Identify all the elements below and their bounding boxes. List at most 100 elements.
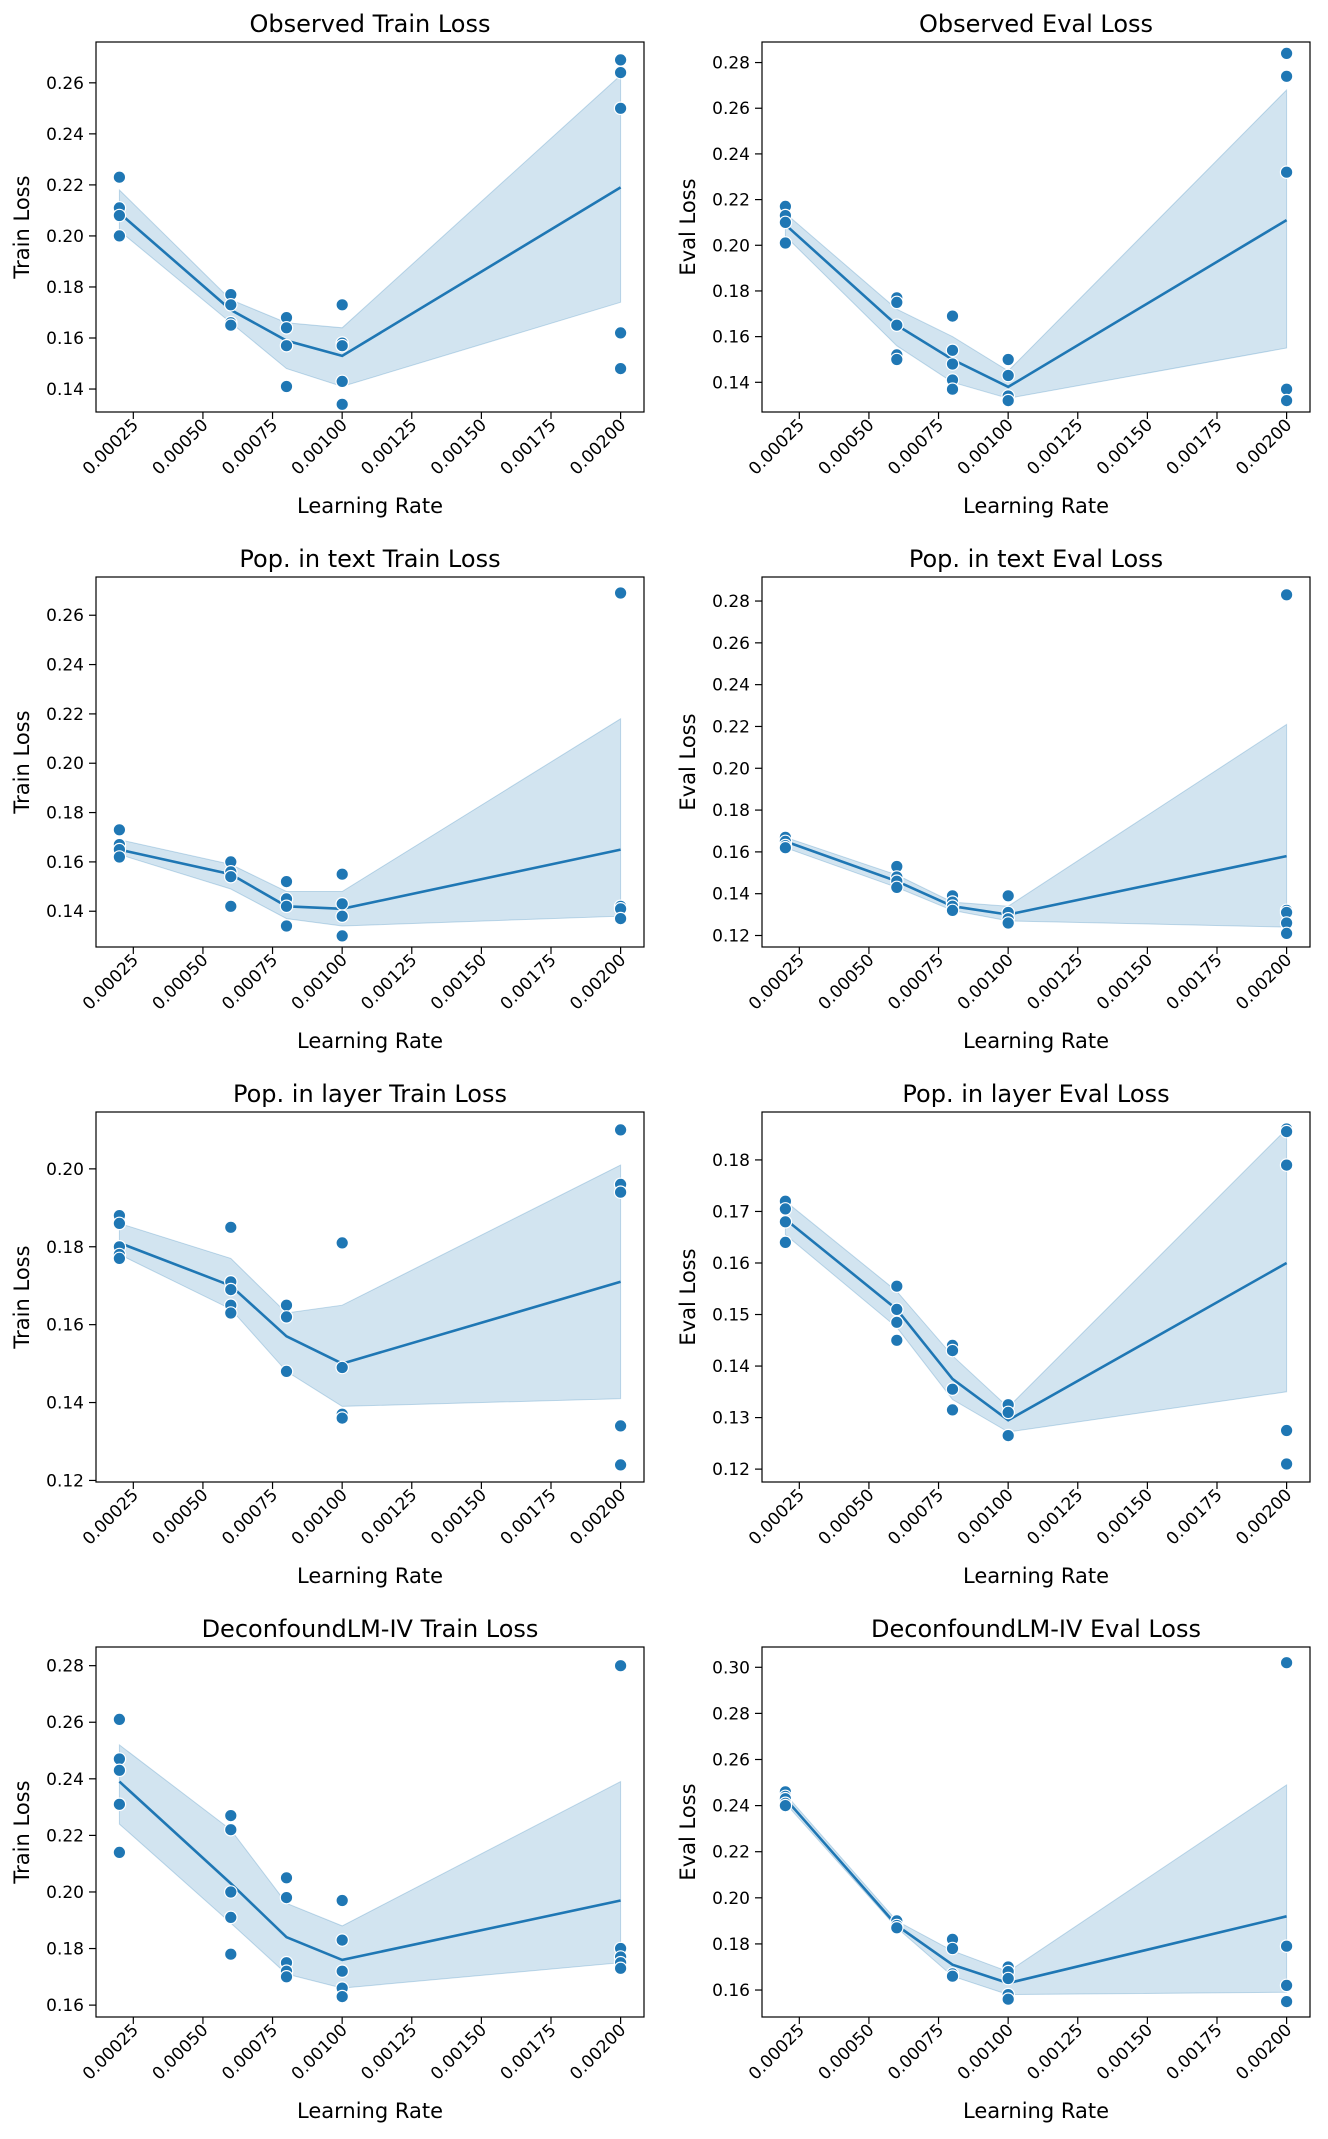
y-tick-label: 0.14 <box>712 885 750 905</box>
data-point <box>1279 1978 1294 1993</box>
data-point <box>889 1279 904 1293</box>
y-tick-label: 0.26 <box>712 634 750 654</box>
data-point <box>778 1215 793 1229</box>
x-tick-label: 0.00050 <box>815 1485 879 1549</box>
x-axis-label: Learning Rate <box>963 1564 1109 1588</box>
data-point <box>224 1822 238 1837</box>
data-point <box>1279 69 1294 84</box>
x-tick-label: 0.00175 <box>497 1485 561 1549</box>
x-tick-label: 0.00175 <box>1163 2020 1227 2084</box>
y-tick-label: 0.26 <box>46 606 84 626</box>
data-point <box>335 1360 349 1375</box>
data-point <box>945 357 960 371</box>
data-point <box>279 379 294 394</box>
y-tick-label: 0.18 <box>46 278 84 298</box>
chart-title: Pop. in layer Eval Loss <box>902 1080 1169 1108</box>
x-axis-label: Learning Rate <box>297 2099 443 2123</box>
y-tick-label: 0.14 <box>712 1357 750 1377</box>
y-axis-label: Train Loss <box>10 175 34 279</box>
data-point <box>1279 926 1294 941</box>
y-tick-label: 0.14 <box>46 380 84 400</box>
y-tick-label: 0.26 <box>46 74 84 94</box>
x-tick-label: 0.00150 <box>1093 415 1157 479</box>
x-tick-label: 0.00025 <box>745 1485 809 1549</box>
x-tick-label: 0.00025 <box>745 415 809 479</box>
plot-frame <box>95 1111 645 1483</box>
x-tick-label: 0.00200 <box>566 415 630 479</box>
x-axis-label: Learning Rate <box>963 2099 1109 2123</box>
chart-panel-1: Observed Train Loss 0.14 0.16 0.18 0.20 0.22 0… <box>10 10 645 518</box>
data-point <box>335 338 349 353</box>
x-tick-label: 0.00125 <box>1023 1485 1087 1549</box>
y-axis-label: Eval Loss <box>676 713 700 810</box>
data-point <box>1279 1994 1294 2009</box>
chart-title: Observed Eval Loss <box>919 10 1153 38</box>
data-point <box>1279 1423 1294 1438</box>
x-tick-label: 0.00075 <box>218 2020 282 2084</box>
confidence-band <box>784 1783 1288 1996</box>
x-tick-label: 0.00050 <box>149 1485 213 1549</box>
data-point <box>1279 46 1294 61</box>
data-point <box>335 1893 349 1908</box>
y-tick-label: 0.16 <box>46 853 84 873</box>
data-point <box>945 1403 960 1417</box>
y-tick-label: 0.20 <box>46 754 84 774</box>
data-point <box>613 1961 628 1976</box>
y-tick-label: 0.20 <box>712 236 750 256</box>
x-tick-label: 0.00150 <box>1093 950 1157 1014</box>
data-point <box>224 318 238 332</box>
data-point <box>1279 393 1294 408</box>
x-tick-label: 0.00175 <box>1163 415 1227 479</box>
y-tick-label: 0.26 <box>712 1750 750 1770</box>
y-tick-label: 0.22 <box>712 191 750 211</box>
y-tick-label: 0.24 <box>712 1797 750 1817</box>
data-point <box>1001 1428 1015 1443</box>
y-tick-label: 0.18 <box>712 282 750 302</box>
data-point <box>335 896 349 911</box>
data-point <box>889 1333 904 1348</box>
x-tick-label: 0.00050 <box>149 415 213 479</box>
confidence-band <box>118 74 622 388</box>
y-tick-label: 0.18 <box>46 804 84 824</box>
x-tick-label: 0.00150 <box>1093 1485 1157 1549</box>
chart-title: Pop. in layer Train Loss <box>233 1080 507 1108</box>
y-tick-label: 0.22 <box>46 176 84 196</box>
x-tick-label: 0.00100 <box>288 2020 352 2084</box>
data-point <box>778 1202 793 1216</box>
x-tick-label: 0.00075 <box>218 1485 282 1549</box>
data-point <box>224 1220 238 1235</box>
x-tick-label: 0.00175 <box>1163 950 1227 1014</box>
y-axis-label: Eval Loss <box>676 1248 700 1345</box>
data-point <box>945 1969 960 1983</box>
y-tick-label: 0.16 <box>712 843 750 863</box>
x-tick-label: 0.00125 <box>1023 950 1087 1014</box>
chart-title: Pop. in text Eval Loss <box>909 545 1163 573</box>
chart-title: DeconfoundLM-IV Train Loss <box>202 1615 539 1643</box>
x-tick-label: 0.00100 <box>288 950 352 1014</box>
data-point <box>945 343 960 358</box>
y-axis-label: Train Loss <box>10 1245 34 1349</box>
data-point <box>112 170 127 184</box>
y-tick-label: 0.22 <box>46 705 84 725</box>
x-tick-label: 0.00050 <box>149 950 213 1014</box>
y-tick-label: 0.16 <box>712 1981 750 2001</box>
plot-frame <box>761 576 1311 948</box>
mean-line <box>784 1218 1288 1422</box>
x-tick-label: 0.00200 <box>566 2020 630 2084</box>
x-tick-label: 0.00100 <box>954 950 1018 1014</box>
data-point <box>224 1947 238 1961</box>
data-point <box>778 215 793 230</box>
data-point <box>224 1306 238 1320</box>
y-tick-label: 0.18 <box>712 1935 750 1955</box>
data-point <box>1279 1124 1294 1139</box>
x-tick-label: 0.00200 <box>1232 950 1296 1014</box>
data-point <box>613 1185 628 1199</box>
data-point <box>1279 1655 1294 1670</box>
y-tick-label: 0.24 <box>46 1770 84 1790</box>
data-point <box>778 1235 793 1250</box>
x-tick-label: 0.00025 <box>79 415 143 479</box>
data-point <box>335 909 349 923</box>
y-axis-label: Train Loss <box>10 710 34 814</box>
y-tick-label: 0.24 <box>46 125 84 145</box>
data-point <box>224 297 238 312</box>
